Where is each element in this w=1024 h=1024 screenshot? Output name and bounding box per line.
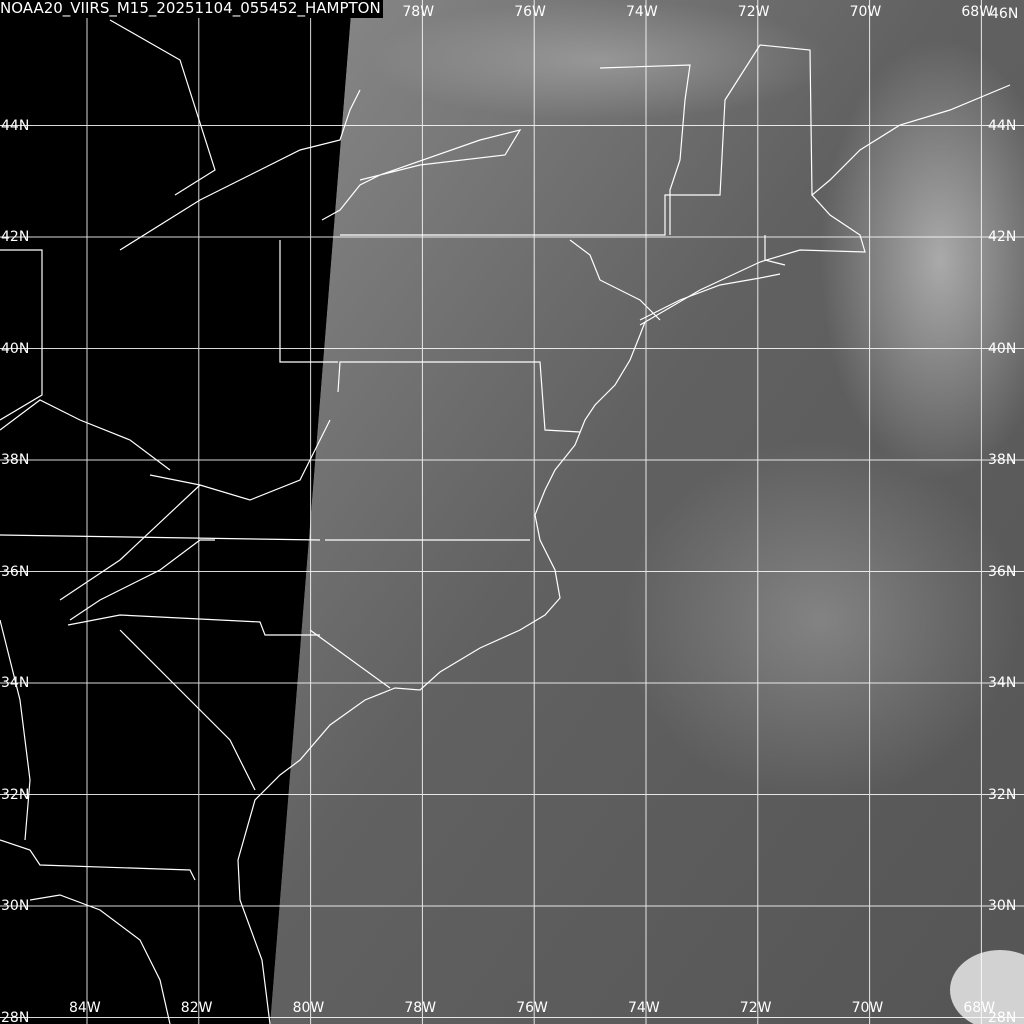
longitude-label-bottom: 78W — [404, 1000, 437, 1016]
cloud-patch — [950, 950, 1024, 1024]
latitude-label-left: 46N — [990, 6, 1019, 22]
cloud-band — [620, 440, 1020, 800]
latitude-label-right: 34N — [988, 675, 1017, 691]
latitude-label-right: 30N — [988, 898, 1017, 914]
latitude-label-left: 38N — [1, 452, 30, 468]
latitude-label-right: 42N — [988, 229, 1017, 245]
longitude-label-top: 74W — [626, 4, 658, 20]
cloud-band — [370, 0, 830, 120]
cloud-band — [820, 40, 1024, 480]
latitude-label-right: 38N — [988, 452, 1017, 468]
no-data-region — [0, 0, 352, 1024]
latitude-label-right: 28N — [988, 1009, 1017, 1024]
latitude-label-right: 40N — [988, 340, 1017, 357]
longitude-label-top: 72W — [737, 4, 770, 20]
longitude-label-bottom: 82W — [180, 1000, 213, 1016]
latitude-label-left: 44N — [1, 117, 30, 134]
latitude-label-left: 42N — [1, 229, 30, 245]
latitude-label-right: 36N — [988, 563, 1017, 580]
longitude-label-bottom: 80W — [292, 1000, 325, 1016]
latitude-label-left: 34N — [1, 675, 30, 691]
latitude-label-left: 36N — [1, 563, 30, 580]
longitude-label-bottom: 72W — [739, 1000, 772, 1016]
longitude-label-bottom: 74W — [628, 1000, 660, 1016]
longitude-label-bottom: 70W — [851, 1000, 884, 1016]
longitude-label-bottom: 84W — [69, 1000, 101, 1016]
latitude-label-left: 30N — [1, 898, 30, 914]
latitude-label-right: 32N — [988, 786, 1017, 803]
latitude-label-left: 28N — [1, 1009, 30, 1024]
longitude-label-bottom: 76W — [516, 1000, 548, 1016]
latitude-label-left: 40N — [1, 340, 30, 357]
longitude-label-top: 78W — [402, 4, 435, 20]
longitude-label-top: 68W — [961, 4, 994, 20]
latitude-label-right: 44N — [988, 117, 1017, 134]
longitude-label-top: 70W — [849, 4, 882, 20]
image-title: NOAA20_VIIRS_M15_20251104_055452_HAMPTON — [0, 0, 383, 18]
latitude-label-left: 32N — [1, 786, 30, 803]
longitude-label-top: 76W — [514, 4, 546, 20]
longitude-label-bottom: 68W — [963, 1000, 996, 1016]
